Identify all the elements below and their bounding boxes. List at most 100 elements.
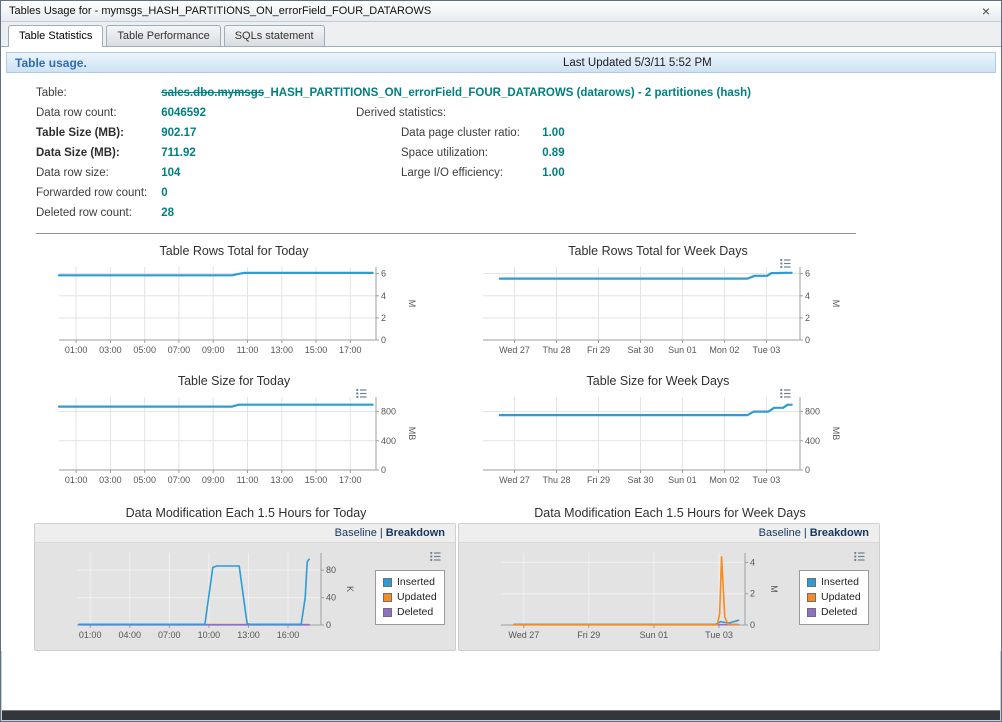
chart-menu-icon[interactable]: [430, 551, 441, 562]
svg-text:M: M: [769, 585, 779, 593]
table-size-today-chart: 0 400 800 01:00 03:00 05:00 07:00 09:00 11:00 13:…: [57, 397, 417, 485]
updated-swatch: [807, 592, 816, 602]
table-name-rest-part: _HASH_PARTITIONS_ON_errorField_FOUR_DATA…: [264, 87, 752, 99]
svg-text:07:00: 07:00: [168, 475, 191, 485]
chart-menu-icon[interactable]: [854, 551, 865, 562]
tab-table-performance[interactable]: Table Performance: [106, 25, 221, 46]
svg-text:0: 0: [750, 620, 755, 630]
stat-label: Space utilization:: [401, 147, 488, 159]
svg-text:400: 400: [381, 436, 396, 446]
svg-text:15:00: 15:00: [305, 345, 328, 355]
chart-legend: Inserted Updated Deleted: [799, 569, 869, 625]
svg-text:M: M: [831, 300, 841, 308]
svg-text:07:00: 07:00: [158, 630, 181, 640]
stat-value: 28: [161, 207, 174, 219]
svg-text:Mon 02: Mon 02: [709, 345, 739, 355]
close-icon[interactable]: ×: [981, 3, 990, 19]
stat-label: Data Size (MB):: [36, 147, 120, 159]
stat-label: Data page cluster ratio:: [401, 127, 520, 139]
svg-text:4: 4: [805, 291, 810, 301]
svg-text:4: 4: [381, 291, 386, 301]
svg-text:Fri 29: Fri 29: [577, 630, 600, 640]
table-name-struck-part: sales.dbo.mymsgs: [161, 87, 265, 99]
legend-label: Updated: [821, 590, 861, 603]
panel-body: 0 40 80 01:00 04:00 07:00 10:00 13:00 16:00 K Ins…: [35, 543, 455, 647]
breakdown-link[interactable]: Breakdown: [385, 527, 445, 539]
chart-title: Table Rows Total for Week Days: [568, 244, 748, 258]
table-name-row: Table: sales.dbo.mymsgs_HASH_PARTITIONS_…: [36, 87, 751, 99]
stat-value: 902.17: [161, 127, 197, 139]
tab-table-statistics[interactable]: Table Statistics: [8, 25, 104, 47]
bottom-status-strip: [2, 710, 1000, 720]
legend-label: Deleted: [821, 605, 858, 618]
table-rows-week-chart-block: Table Rows Total for Week Days 0 2 4 6 Wed 2…: [458, 244, 882, 374]
charts-area: Table Rows Total for Today 0 2 4 6 01:00 03:0…: [34, 244, 1001, 504]
svg-text:800: 800: [381, 407, 396, 417]
svg-text:13:00: 13:00: [271, 475, 294, 485]
baseline-link[interactable]: Baseline: [334, 527, 377, 539]
mod-today-title: Data Modification Each 1.5 Hours for Tod…: [125, 506, 367, 520]
updated-swatch: [383, 592, 392, 602]
svg-text:4: 4: [750, 557, 755, 567]
legend-item-updated: Updated: [383, 590, 437, 605]
modification-panels-row: Baseline | Breakdown 0 40 80 01:00 04:00 07:00 1…: [34, 523, 1001, 651]
svg-text:05:00: 05:00: [133, 475, 156, 485]
svg-text:Sun 01: Sun 01: [640, 630, 669, 640]
svg-text:01:00: 01:00: [79, 630, 102, 640]
svg-text:0: 0: [805, 335, 810, 345]
panel-body: 0 2 4 Wed 27 Fri 29 Sun 01 Tue 03 M Inserted Up…: [459, 543, 879, 647]
stat-label: Data row size:: [36, 167, 109, 179]
stat-label: Large I/O efficiency:: [401, 167, 504, 179]
stat-row-table-size: Table Size (MB): 902.17: [36, 127, 196, 139]
legend-item-inserted: Inserted: [383, 575, 437, 590]
svg-text:10:00: 10:00: [198, 630, 221, 640]
stat-label: Table Size (MB):: [36, 127, 124, 139]
stat-row-large-io-efficiency: Large I/O efficiency: 1.00: [401, 167, 565, 179]
titlebar: Tables Usage for - mymsgs_HASH_PARTITION…: [1, 1, 1001, 22]
tabbar: Table Statistics Table Performance SQLs …: [1, 22, 1001, 47]
svg-text:0: 0: [381, 465, 386, 475]
section-divider: [36, 233, 856, 234]
stat-row-forwarded-row-count: Forwarded row count: 0: [36, 187, 168, 199]
chart-legend: Inserted Updated Deleted: [375, 569, 445, 625]
svg-text:11:00: 11:00: [237, 345, 259, 355]
breakdown-link[interactable]: Breakdown: [809, 527, 869, 539]
chart-menu-icon[interactable]: [780, 258, 791, 269]
panel-links: Baseline | Breakdown: [35, 524, 455, 543]
svg-text:01:00: 01:00: [65, 345, 88, 355]
svg-text:Sat 30: Sat 30: [627, 345, 653, 355]
svg-text:Sun 01: Sun 01: [668, 345, 697, 355]
svg-text:2: 2: [381, 313, 386, 323]
data-mod-today-panel: Baseline | Breakdown 0 40 80 01:00 04:00 07:00 1…: [34, 523, 456, 651]
tab-sqls-statement[interactable]: SQLs statement: [223, 25, 325, 46]
legend-label: Inserted: [397, 575, 435, 588]
section-title: Table usage.: [15, 55, 87, 70]
svg-text:MB: MB: [407, 427, 417, 441]
inserted-swatch: [807, 577, 816, 587]
link-separator: |: [379, 527, 383, 539]
last-updated-text: Last Updated 5/3/11 5:52 PM: [563, 56, 712, 69]
legend-item-updated: Updated: [807, 590, 861, 605]
svg-text:17:00: 17:00: [339, 475, 362, 485]
svg-text:Fri 29: Fri 29: [587, 345, 610, 355]
chart-title: Table Size for Today: [177, 374, 291, 388]
table-size-week-chart: 0 400 800 Wed 27 Thu 28 Fri 29 Sat 30 Sun 01 Mon…: [483, 397, 841, 485]
svg-text:40: 40: [326, 593, 336, 603]
deleted-swatch: [383, 607, 392, 617]
stat-row-data-size: Data Size (MB): 711.92: [36, 147, 196, 159]
svg-text:Mon 02: Mon 02: [709, 475, 739, 485]
stat-label: Forwarded row count:: [36, 187, 148, 199]
legend-label: Deleted: [397, 605, 434, 618]
baseline-link[interactable]: Baseline: [758, 527, 801, 539]
chart-menu-icon[interactable]: [780, 388, 791, 399]
data-mod-today-chart: 0 40 80 01:00 04:00 07:00 10:00 13:00 16:00 K: [77, 553, 355, 640]
svg-text:11:00: 11:00: [237, 475, 259, 485]
svg-text:03:00: 03:00: [99, 345, 122, 355]
svg-text:MB: MB: [831, 427, 841, 441]
content: Table usage. Last Updated 5/3/11 5:52 PM…: [1, 47, 1001, 651]
chart-menu-icon[interactable]: [356, 388, 367, 399]
stat-row-cluster-ratio: Data page cluster ratio: 1.00: [401, 127, 565, 139]
stat-row-data-row-count: Data row count: 6046592: [36, 107, 206, 119]
stat-row-data-row-size: Data row size: 104: [36, 167, 180, 179]
